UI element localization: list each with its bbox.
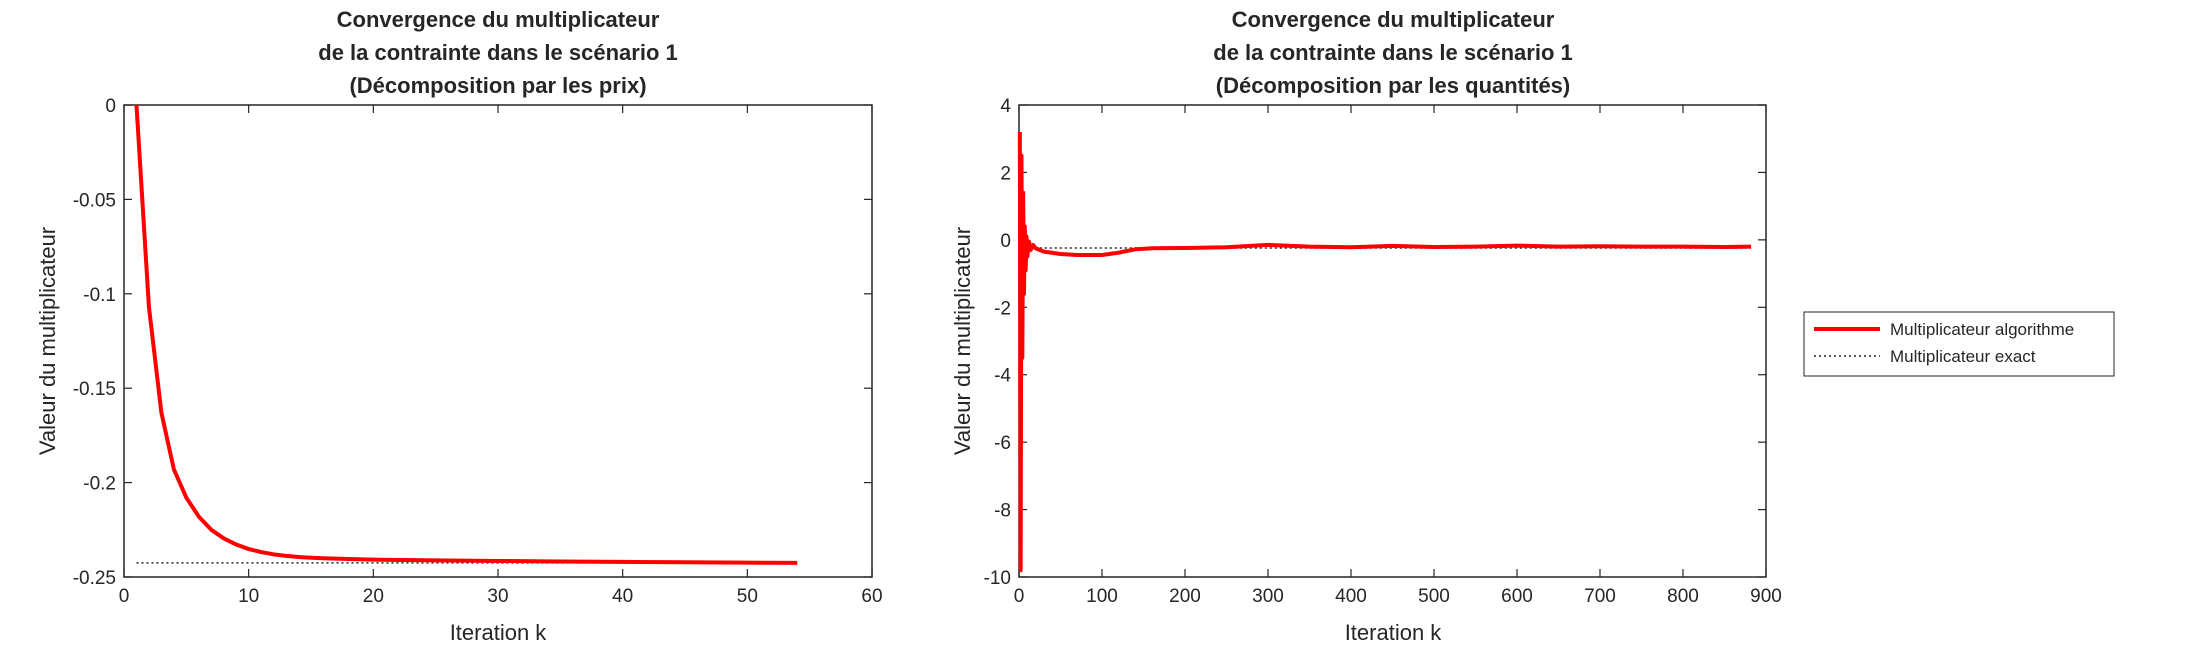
y-axis-label: Valeur du multiplicateur bbox=[35, 227, 60, 455]
y-ticks: 0 -0.05 -0.1 -0.15 -0.2 -0.25 bbox=[73, 96, 872, 589]
series-line-algorithme bbox=[134, 104, 798, 565]
x-tick-label: 800 bbox=[1667, 586, 1699, 607]
legend-label-algorithme: Multiplicateur algorithme bbox=[1890, 320, 2074, 339]
x-tick-label: 0 bbox=[1014, 586, 1025, 607]
x-tick-label: 50 bbox=[737, 586, 758, 607]
x-ticks: 0 100 200 300 400 500 600 700 800 900 bbox=[1014, 105, 1782, 607]
plot-prix: Convergence du multiplicateur de la cont… bbox=[35, 7, 883, 645]
axes-box bbox=[123, 104, 873, 578]
y-tick-label: -0.25 bbox=[73, 568, 116, 589]
x-tick-label: 600 bbox=[1501, 586, 1533, 607]
chart-title-line-3: (Décomposition par les quantités) bbox=[1216, 73, 1571, 98]
chart-title-line-1: Convergence du multiplicateur bbox=[337, 7, 660, 32]
y-tick-label: -2 bbox=[994, 298, 1011, 319]
y-tick-label: -0.2 bbox=[83, 474, 116, 495]
series-lines bbox=[134, 104, 798, 565]
x-tick-label: 400 bbox=[1335, 586, 1367, 607]
y-tick-label: -6 bbox=[994, 433, 1011, 454]
x-tick-label: 100 bbox=[1086, 586, 1118, 607]
chart-title-line-3: (Décomposition par les prix) bbox=[349, 73, 646, 98]
series-line-algorithme bbox=[1017, 131, 1752, 573]
y-tick-label: -0.15 bbox=[73, 379, 116, 400]
chart-title-line-1: Convergence du multiplicateur bbox=[1232, 7, 1555, 32]
x-axis-label: Iteration k bbox=[450, 620, 548, 645]
x-tick-label: 0 bbox=[119, 586, 130, 607]
x-tick-label: 60 bbox=[861, 586, 882, 607]
y-tick-label: 2 bbox=[1000, 163, 1011, 184]
y-tick-label: 0 bbox=[105, 96, 116, 117]
x-tick-label: 200 bbox=[1169, 586, 1201, 607]
x-tick-label: 500 bbox=[1418, 586, 1450, 607]
y-tick-label: -4 bbox=[994, 366, 1011, 387]
x-tick-label: 900 bbox=[1750, 586, 1782, 607]
x-tick-label: 40 bbox=[612, 586, 633, 607]
x-tick-label: 300 bbox=[1252, 586, 1284, 607]
x-ticks: 0 10 20 30 40 50 60 bbox=[119, 105, 883, 607]
x-tick-label: 30 bbox=[487, 586, 508, 607]
y-tick-label: -0.1 bbox=[83, 285, 116, 306]
legend-label-exact: Multiplicateur exact bbox=[1890, 347, 2036, 366]
legend: Multiplicateur algorithme Multiplicateur… bbox=[1803, 311, 2115, 377]
x-tick-label: 20 bbox=[363, 586, 384, 607]
y-tick-label: 0 bbox=[1000, 231, 1011, 252]
chart-title-line-2: de la contrainte dans le scénario 1 bbox=[318, 40, 677, 65]
x-tick-label: 10 bbox=[238, 586, 259, 607]
x-tick-label: 700 bbox=[1584, 586, 1616, 607]
y-tick-label: -0.05 bbox=[73, 190, 116, 211]
legend-box bbox=[1803, 311, 2115, 377]
y-tick-label: -8 bbox=[994, 501, 1011, 522]
x-axis-label: Iteration k bbox=[1345, 620, 1443, 645]
chart-title-line-2: de la contrainte dans le scénario 1 bbox=[1213, 40, 1572, 65]
y-ticks: 4 2 0 -2 -4 -6 -8 -10 bbox=[984, 96, 1766, 589]
plot-quantites: Convergence du multiplicateur de la cont… bbox=[950, 7, 1782, 645]
y-tick-label: -10 bbox=[984, 568, 1011, 589]
axes-box bbox=[1018, 104, 1767, 578]
series-lines bbox=[1017, 131, 1752, 573]
y-axis-label: Valeur du multiplicateur bbox=[950, 227, 975, 455]
y-tick-label: 4 bbox=[1000, 96, 1011, 117]
